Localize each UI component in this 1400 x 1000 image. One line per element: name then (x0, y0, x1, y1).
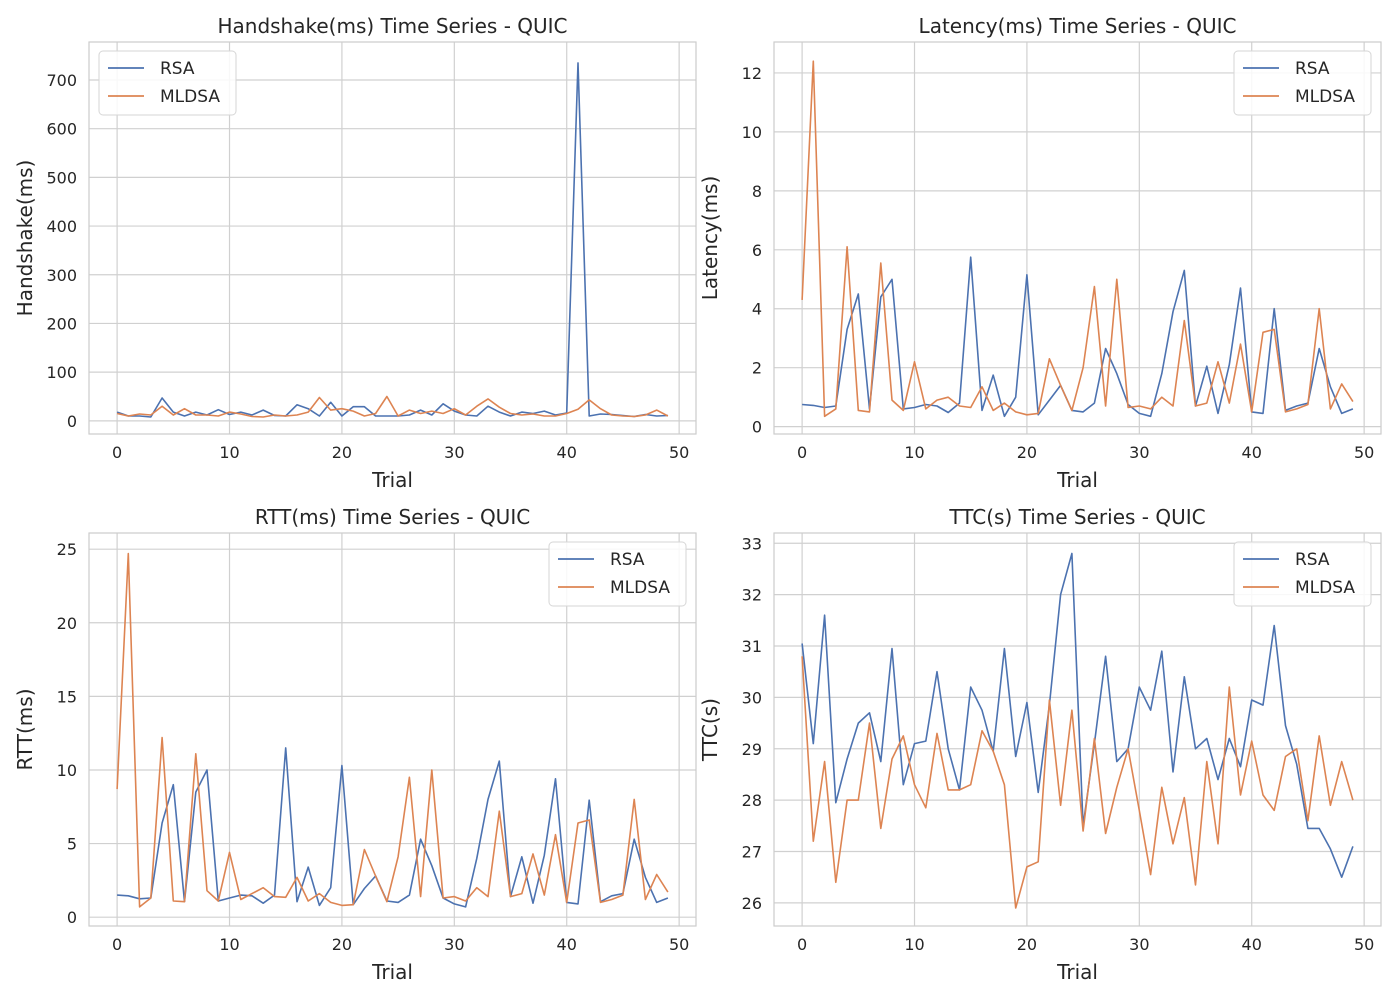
chart-title: Handshake(ms) Time Series - QUIC (217, 14, 567, 38)
y-tick-label: 25 (57, 540, 77, 559)
chart-panel-rtt: 0 10 20 30 40 50 0 5 10 15 20 25 RTT(ms) Time Series… (13, 505, 697, 984)
y-tick-label: 500 (46, 168, 77, 187)
legend-box (98, 50, 237, 116)
legend-label-rsa: RSA (160, 59, 195, 79)
legend-label-mldsa: MLDSA (610, 578, 670, 598)
y-tick-label: 28 (742, 791, 762, 810)
x-tick-label: 50 (669, 443, 689, 462)
y-tick-label: 33 (742, 534, 762, 553)
plot-area-frame (773, 41, 1382, 435)
x-tick-label: 10 (904, 935, 924, 954)
x-axis-label: Trial (371, 468, 413, 492)
legend-box (1233, 50, 1372, 116)
y-tick-label: 30 (742, 688, 762, 707)
series-line-mldsa (801, 656, 1354, 909)
legend-label-mldsa: MLDSA (1295, 578, 1355, 598)
y-tick-label: 10 (742, 123, 762, 142)
y-tick-label: 6 (752, 241, 762, 260)
plot-area-frame (88, 41, 697, 435)
legend: RSA MLDSA (98, 50, 237, 116)
x-tick-label: 0 (797, 935, 807, 954)
y-axis-label: Handshake(ms) (13, 160, 37, 317)
x-tick-label: 30 (444, 443, 464, 462)
x-tick-label: 40 (557, 935, 577, 954)
y-tick-label: 10 (57, 761, 77, 780)
legend: RSA MLDSA (1233, 541, 1372, 607)
y-tick-label: 29 (742, 740, 762, 759)
series-line-rsa (802, 256, 1354, 418)
x-tick-label: 20 (332, 935, 352, 954)
x-tick-label: 50 (1354, 443, 1374, 462)
x-tick-label: 30 (1129, 935, 1149, 954)
x-tick-label: 50 (1354, 935, 1374, 954)
y-axis-label: Latency(ms) (698, 176, 722, 301)
legend-label-rsa: RSA (1295, 550, 1330, 570)
legend-label-mldsa: MLDSA (160, 87, 220, 107)
x-tick-label: 10 (219, 443, 239, 462)
x-tick-label: 0 (112, 935, 122, 954)
series-line-rsa (116, 62, 668, 418)
y-tick-label: 300 (46, 266, 77, 285)
x-tick-label: 20 (1017, 443, 1037, 462)
y-tick-label: 31 (742, 637, 762, 656)
x-tick-label: 40 (1242, 443, 1262, 462)
legend-box (548, 541, 687, 607)
y-tick-label: 4 (752, 300, 762, 319)
chart-panel-handshake: 0 10 20 30 40 500100200300400500600700Handsha… (13, 14, 697, 492)
x-tick-label: 20 (332, 443, 352, 462)
legend-box (1233, 541, 1372, 607)
y-tick-label: 0 (752, 418, 762, 437)
x-tick-label: 30 (444, 935, 464, 954)
series-line-mldsa (116, 395, 669, 418)
series-line-mldsa (116, 552, 669, 908)
y-axis-label: RTT(ms) (13, 688, 37, 770)
legend: RSA MLDSA (1233, 50, 1372, 116)
plot-area-frame (773, 532, 1382, 927)
y-tick-label: 20 (57, 614, 77, 633)
y-tick-label: 100 (46, 363, 77, 382)
y-tick-label: 8 (752, 182, 762, 201)
y-axis-label: TTC(s) (698, 698, 722, 762)
chart-panel-ttc: 0 10 20 30 40 50 26 27 28 29 30 31 32 33 TTC(s) Time S… (698, 505, 1382, 984)
x-tick-label: 20 (1017, 935, 1037, 954)
x-axis-label: Trial (1056, 468, 1098, 492)
x-axis-label: Trial (371, 960, 413, 984)
y-tick-label: 27 (742, 843, 762, 862)
series-line-rsa (801, 552, 1354, 879)
y-tick-label: 12 (742, 64, 762, 83)
plot-area-frame (88, 532, 697, 927)
y-tick-label: 0 (67, 908, 77, 927)
y-tick-label: 0 (67, 412, 77, 431)
chart-panel-latency: 0 10 20 30 40 50 0 2 4 6 8 10 12 Latency(ms) Time Ser… (698, 14, 1382, 492)
x-tick-label: 40 (557, 443, 577, 462)
y-tick-label: 15 (57, 687, 77, 706)
x-tick-label: 10 (219, 935, 239, 954)
y-tick-label: 700 (46, 71, 77, 90)
y-tick-label: 400 (46, 217, 77, 236)
x-tick-label: 0 (797, 443, 807, 462)
x-tick-label: 0 (112, 443, 122, 462)
y-tick-label: 200 (46, 314, 77, 333)
legend-label-rsa: RSA (610, 550, 645, 570)
x-tick-label: 50 (669, 935, 689, 954)
y-tick-label: 2 (752, 359, 762, 378)
chart-title: RTT(ms) Time Series - QUIC (255, 505, 530, 529)
y-tick-label: 600 (46, 120, 77, 139)
series-line-rsa (117, 747, 669, 908)
y-tick-label: 26 (742, 894, 762, 913)
x-axis-label: Trial (1056, 960, 1098, 984)
y-tick-label: 5 (67, 835, 77, 854)
x-tick-label: 40 (1242, 935, 1262, 954)
legend-label-rsa: RSA (1295, 59, 1330, 79)
legend-label-mldsa: MLDSA (1295, 87, 1355, 107)
legend: RSA MLDSA (548, 541, 687, 607)
chart-title: TTC(s) Time Series - QUIC (948, 505, 1205, 529)
x-tick-label: 10 (904, 443, 924, 462)
x-tick-label: 30 (1129, 443, 1149, 462)
series-line-mldsa (801, 60, 1354, 418)
y-tick-label: 32 (742, 586, 762, 605)
chart-title: Latency(ms) Time Series - QUIC (919, 14, 1237, 38)
